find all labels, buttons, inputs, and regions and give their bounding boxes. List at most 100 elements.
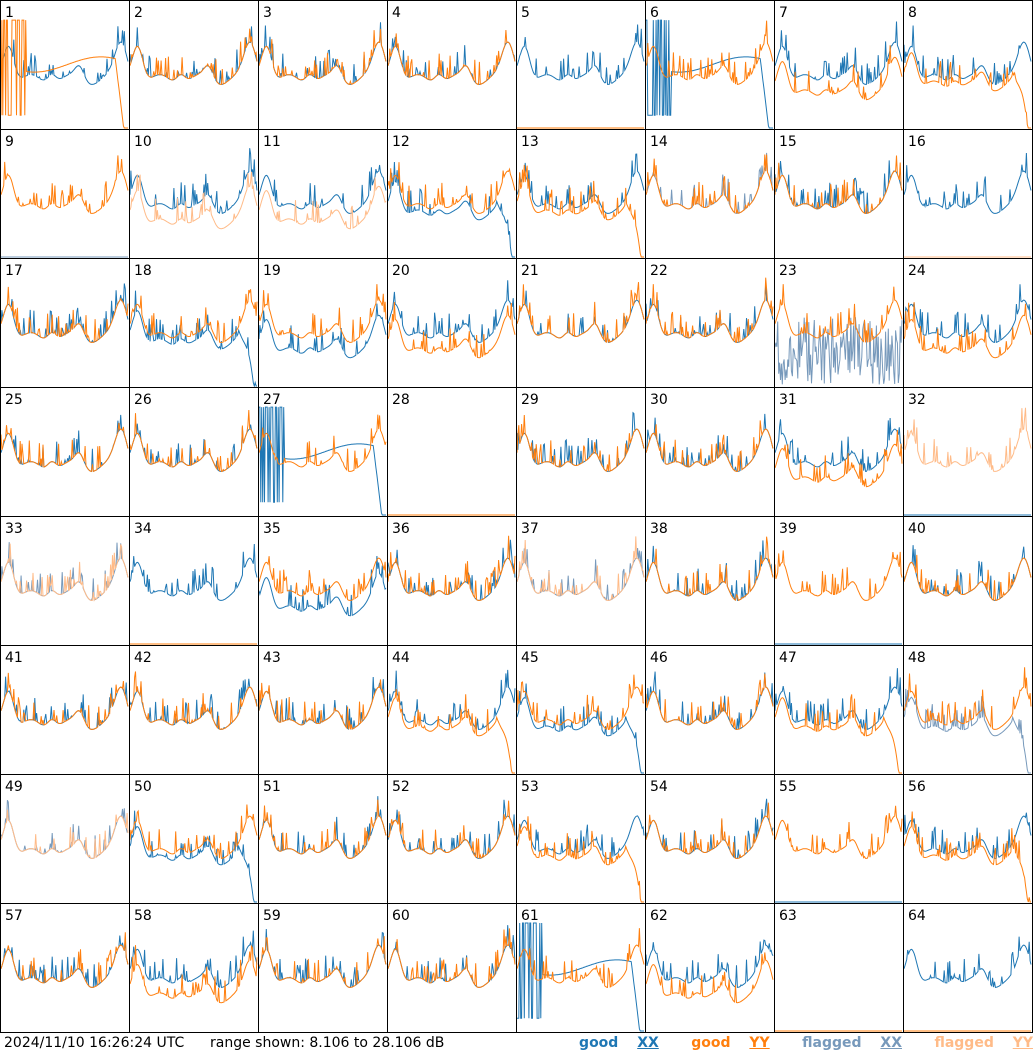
panel-13: 13 [516,129,646,259]
panel-38: 38 [645,516,775,646]
panel-37: 37 [516,516,646,646]
panel-26-label: 26 [134,392,152,408]
panel-24: 24 [903,258,1033,388]
panel-44-label: 44 [392,650,410,666]
panel-36-label: 36 [392,521,410,537]
panel-50: 50 [129,774,259,904]
panel-47-yy-series [774,694,902,774]
legend-good-yy: good YY [691,1035,770,1051]
panel-25-label: 25 [5,392,23,408]
panel-58-yy-series [129,944,258,1004]
panel-57-yy-series [0,932,129,988]
panel-32: 32 [903,387,1033,517]
panel-15: 15 [774,129,904,259]
panel-45-xx-series [516,683,644,774]
panel-53-label: 53 [521,779,539,795]
panel-24-xx-series [903,284,1032,344]
panel-7: 7 [774,0,904,130]
panel-39: 39 [774,516,904,646]
panel-46-yy-series [645,673,774,730]
panel-53-yy-series [516,816,644,903]
panel-1-label: 1 [5,5,14,21]
panel-29-label: 29 [521,392,539,408]
timestamp: 2024/11/10 16:26:24 UTC [4,1035,185,1051]
panel-47: 47 [774,645,904,775]
panel-56-xx-series [903,812,1032,859]
panel-11-yy-series [258,177,387,230]
panel-47-label: 47 [779,650,797,666]
panel-7-xx-series [774,21,903,85]
panel-38-label: 38 [650,521,668,537]
panel-22-label: 22 [650,263,668,279]
panel-23: 23 [774,258,904,388]
footer: 2024/11/10 16:26:24 UTC range shown: 8.1… [0,1033,1033,1053]
panel-25: 25 [0,387,130,517]
panel-52-xx-series [387,799,516,859]
panel-48-xx-series [903,688,1031,774]
panel-48: 48 [903,645,1033,775]
panel-24-label: 24 [908,263,926,279]
panel-21: 21 [516,258,646,388]
panel-39-label: 39 [779,521,797,537]
panel-47-xx-series [774,668,903,731]
panel-14: 14 [645,129,775,259]
panel-61-yy-series [516,928,645,989]
panel-23-label: 23 [779,263,797,279]
panel-2-yy-series [129,28,258,85]
panel-44-yy-series [387,689,515,774]
panel-27-yy-series [258,414,387,472]
panel-57: 57 [0,903,130,1033]
panel-33-yy-series [0,543,129,602]
panel-32-yy-series [903,407,1032,472]
panel-17-label: 17 [5,263,23,279]
panel-6-yy-series [645,20,774,85]
panel-62-yy-series [645,952,774,1004]
panel-56-label: 56 [908,779,926,795]
panel-43-label: 43 [263,650,281,666]
panel-36-yy-series [387,535,516,601]
panel-26: 26 [129,387,259,517]
legend-flagged-yy: flagged YY [934,1035,1033,1051]
panel-11: 11 [258,129,388,259]
panel-54-label: 54 [650,779,668,795]
panel-8: 8 [903,0,1033,130]
panel-3: 3 [258,0,388,130]
panel-14-yy-series [645,154,774,214]
panel-43: 43 [258,645,388,775]
panel-64-label: 64 [908,908,926,924]
panel-57-label: 57 [5,908,23,924]
panel-30-yy-series [645,420,774,472]
panel-22: 22 [645,258,775,388]
panel-58-xx-series [129,930,258,988]
panel-9-label: 9 [5,134,14,150]
panel-19: 19 [258,258,388,388]
panel-36: 36 [387,516,517,646]
panel-21-label: 21 [521,263,539,279]
panel-36-xx-series [387,539,516,601]
panel-35-label: 35 [263,521,281,537]
panel-19-yy-series [258,284,387,343]
panel-61: 61 [516,903,646,1033]
panel-14-label: 14 [650,134,668,150]
panel-38-yy-series [645,536,774,601]
panel-41: 41 [0,645,130,775]
panel-44-xx-series [387,669,516,730]
panel-23-xx-series [774,317,903,385]
panel-55: 55 [774,774,904,904]
panel-9-yy-series [0,155,129,214]
panel-2: 2 [129,0,259,130]
panel-1-xx-series [0,26,129,85]
panel-12-xx-series [387,161,515,258]
panel-31-yy-series [774,429,903,488]
panel-45: 45 [516,645,646,775]
panel-1-yy-series [0,19,128,129]
panel-29-yy-series [516,414,645,472]
panel-64-xx-series [903,936,1032,988]
panel-2-label: 2 [134,5,143,21]
panel-20-xx-series [387,280,516,343]
panel-62-xx-series [645,939,774,988]
panel-62-label: 62 [650,908,668,924]
panel-18: 18 [129,258,259,388]
panel-61-xx-series [517,922,644,1032]
panel-37-yy-series [516,536,645,601]
